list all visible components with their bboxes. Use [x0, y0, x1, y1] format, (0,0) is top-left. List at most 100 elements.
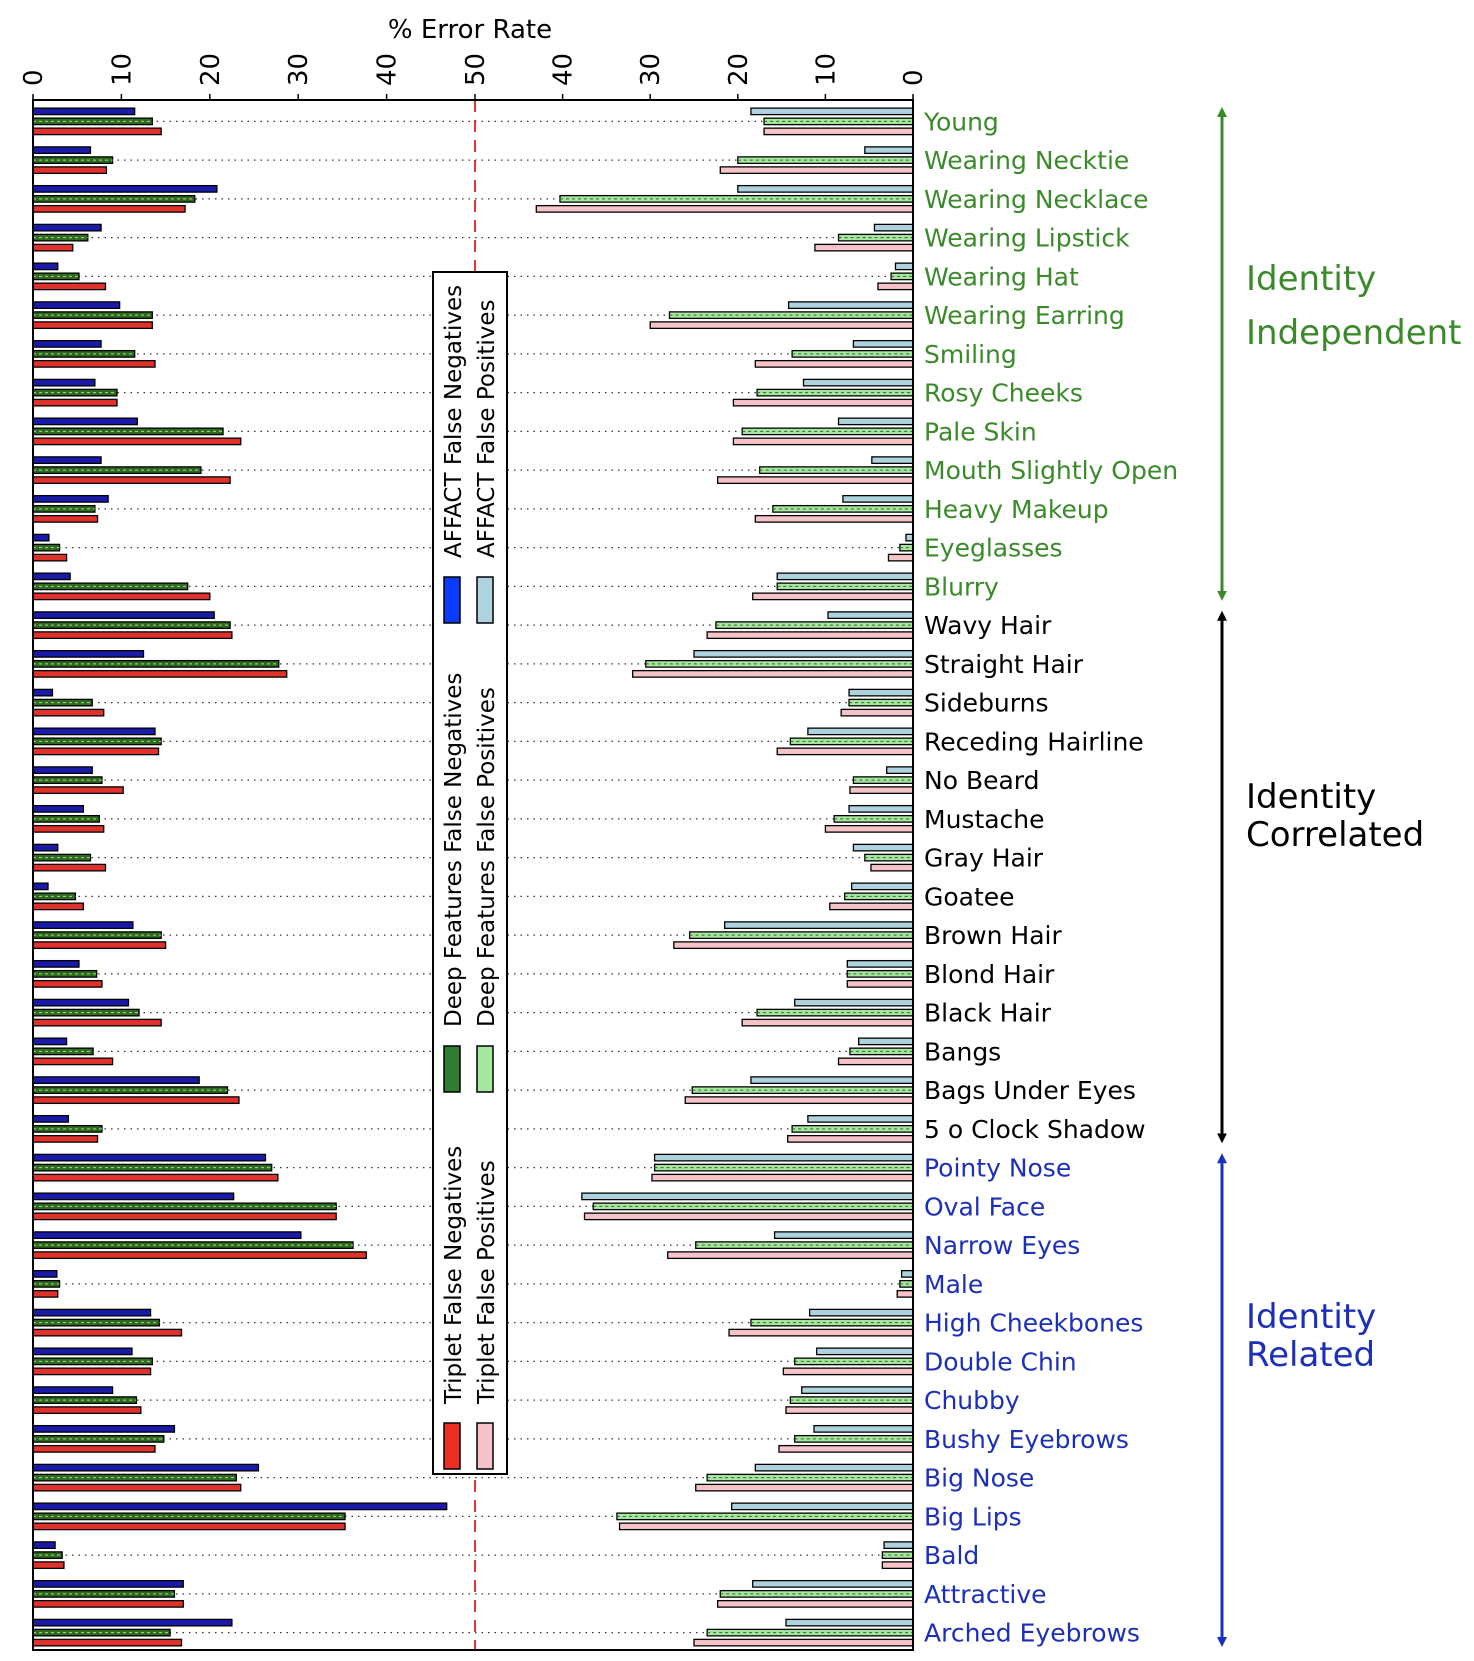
bar-fn: [32, 776, 103, 785]
bar-fp: [829, 902, 914, 911]
attribute-label: Heavy Makeup: [924, 495, 1109, 524]
legend-label: Deep Features False Positives: [474, 687, 500, 1027]
bar-fn: [32, 311, 153, 320]
attribute-label: Arched Eyebrows: [924, 1619, 1140, 1648]
bar-fn: [32, 1406, 142, 1415]
bar-fp: [802, 378, 914, 387]
bar-fn: [32, 437, 242, 446]
legend-label: Triplet False Negatives: [441, 1146, 467, 1405]
attribute-label: Wearing Earring: [924, 301, 1125, 330]
bar-fp: [724, 921, 914, 930]
chart-title: % Error Rate: [388, 15, 552, 45]
bar-fn: [32, 1367, 152, 1376]
bar-fn: [32, 1502, 448, 1511]
legend-swatch: [476, 576, 494, 624]
bar-fn: [32, 998, 130, 1007]
group-title: Correlated: [1246, 815, 1424, 855]
bar-fp: [719, 166, 914, 175]
bar-fn: [32, 359, 156, 368]
bar-fn: [32, 611, 215, 620]
bar-fn: [32, 1124, 103, 1133]
bar-fn: [32, 1463, 260, 1472]
bar-fp: [717, 1599, 914, 1608]
bar-fn: [32, 553, 68, 562]
legend-label: Triplet False Positives: [474, 1160, 500, 1405]
bar-fp: [583, 1212, 914, 1221]
bar-fp: [896, 1289, 914, 1298]
bar-fp: [653, 1153, 914, 1162]
bar-fn: [32, 902, 85, 911]
attribute-label: Receding Hairline: [924, 727, 1144, 756]
bar-fn: [32, 456, 102, 465]
bar-fn: [32, 1231, 302, 1240]
bar-fp: [870, 863, 914, 872]
bar-fp: [881, 1561, 914, 1570]
attribute-label: Wearing Hat: [924, 262, 1079, 291]
attribute-label: Narrow Eyes: [924, 1231, 1080, 1260]
bar-fp: [787, 301, 914, 310]
x-tick-label: 0: [19, 69, 49, 86]
bar-fp: [785, 1406, 914, 1415]
bar-fp: [776, 747, 914, 756]
bar-fp: [750, 1076, 914, 1085]
bar-fp: [772, 504, 914, 513]
bar-fn: [32, 747, 160, 756]
attribute-label: Male: [924, 1270, 983, 1299]
bar-fn: [32, 1269, 58, 1278]
legend-swatch: [443, 576, 461, 624]
attribute-label: Attractive: [924, 1580, 1047, 1609]
bar-fn: [32, 592, 211, 601]
bar-fp: [778, 1444, 914, 1453]
bar-fn: [32, 533, 50, 542]
bar-fn: [32, 804, 85, 813]
x-tick-label: 10: [107, 53, 137, 86]
bar-fn: [32, 243, 74, 252]
attribute-label: Pale Skin: [924, 417, 1037, 446]
bar-fp: [794, 1434, 914, 1443]
attribute-label: Blond Hair: [924, 960, 1055, 989]
bar-fp: [842, 494, 914, 503]
attribute-label: Bags Under Eyes: [924, 1076, 1136, 1105]
attribute-label: Big Lips: [924, 1502, 1022, 1531]
bar-fn: [32, 514, 99, 523]
bar-fn: [32, 959, 80, 968]
attribute-label: Mouth Slightly Open: [924, 456, 1178, 485]
bar-fn: [32, 1114, 70, 1123]
bar-fn: [32, 339, 102, 348]
bar-fn: [32, 631, 233, 640]
bar-fn: [32, 1396, 138, 1405]
bar-fn: [32, 1347, 133, 1356]
bar-fp: [667, 1251, 914, 1260]
bar-fp: [887, 553, 914, 562]
bar-fp: [801, 1386, 914, 1395]
bar-fn: [32, 727, 156, 736]
attribute-label: High Cheekbones: [924, 1309, 1143, 1338]
bar-fp: [728, 1328, 914, 1337]
bar-fn: [32, 282, 107, 291]
attribute-label: Wearing Necklace: [924, 185, 1149, 214]
attribute-label: Bushy Eyebrows: [924, 1425, 1129, 1454]
group-title: Independent: [1246, 313, 1462, 353]
bar-fp: [754, 1463, 914, 1472]
attribute-label: Chubby: [924, 1386, 1020, 1415]
bar-fn: [32, 1541, 56, 1550]
legend-swatch: [443, 1045, 461, 1093]
bar-fp: [776, 572, 914, 581]
bar-fn: [32, 843, 59, 852]
attribute-label: Bald: [924, 1541, 979, 1570]
bar-fn: [32, 204, 186, 213]
bar-fn: [32, 1134, 99, 1143]
bar-fp: [807, 727, 914, 736]
attribute-label: Double Chin: [924, 1347, 1077, 1376]
attribute-label: Smiling: [924, 340, 1017, 369]
bar-fp: [807, 1114, 914, 1123]
x-tick-label: 40: [373, 53, 403, 86]
bar-fn: [32, 494, 109, 503]
bar-fp: [535, 204, 914, 213]
bar-fn: [32, 1444, 156, 1453]
bar-fp: [877, 282, 914, 291]
bar-fp: [905, 533, 914, 542]
legend-box: [432, 271, 508, 1475]
bar-fn: [32, 1076, 200, 1085]
